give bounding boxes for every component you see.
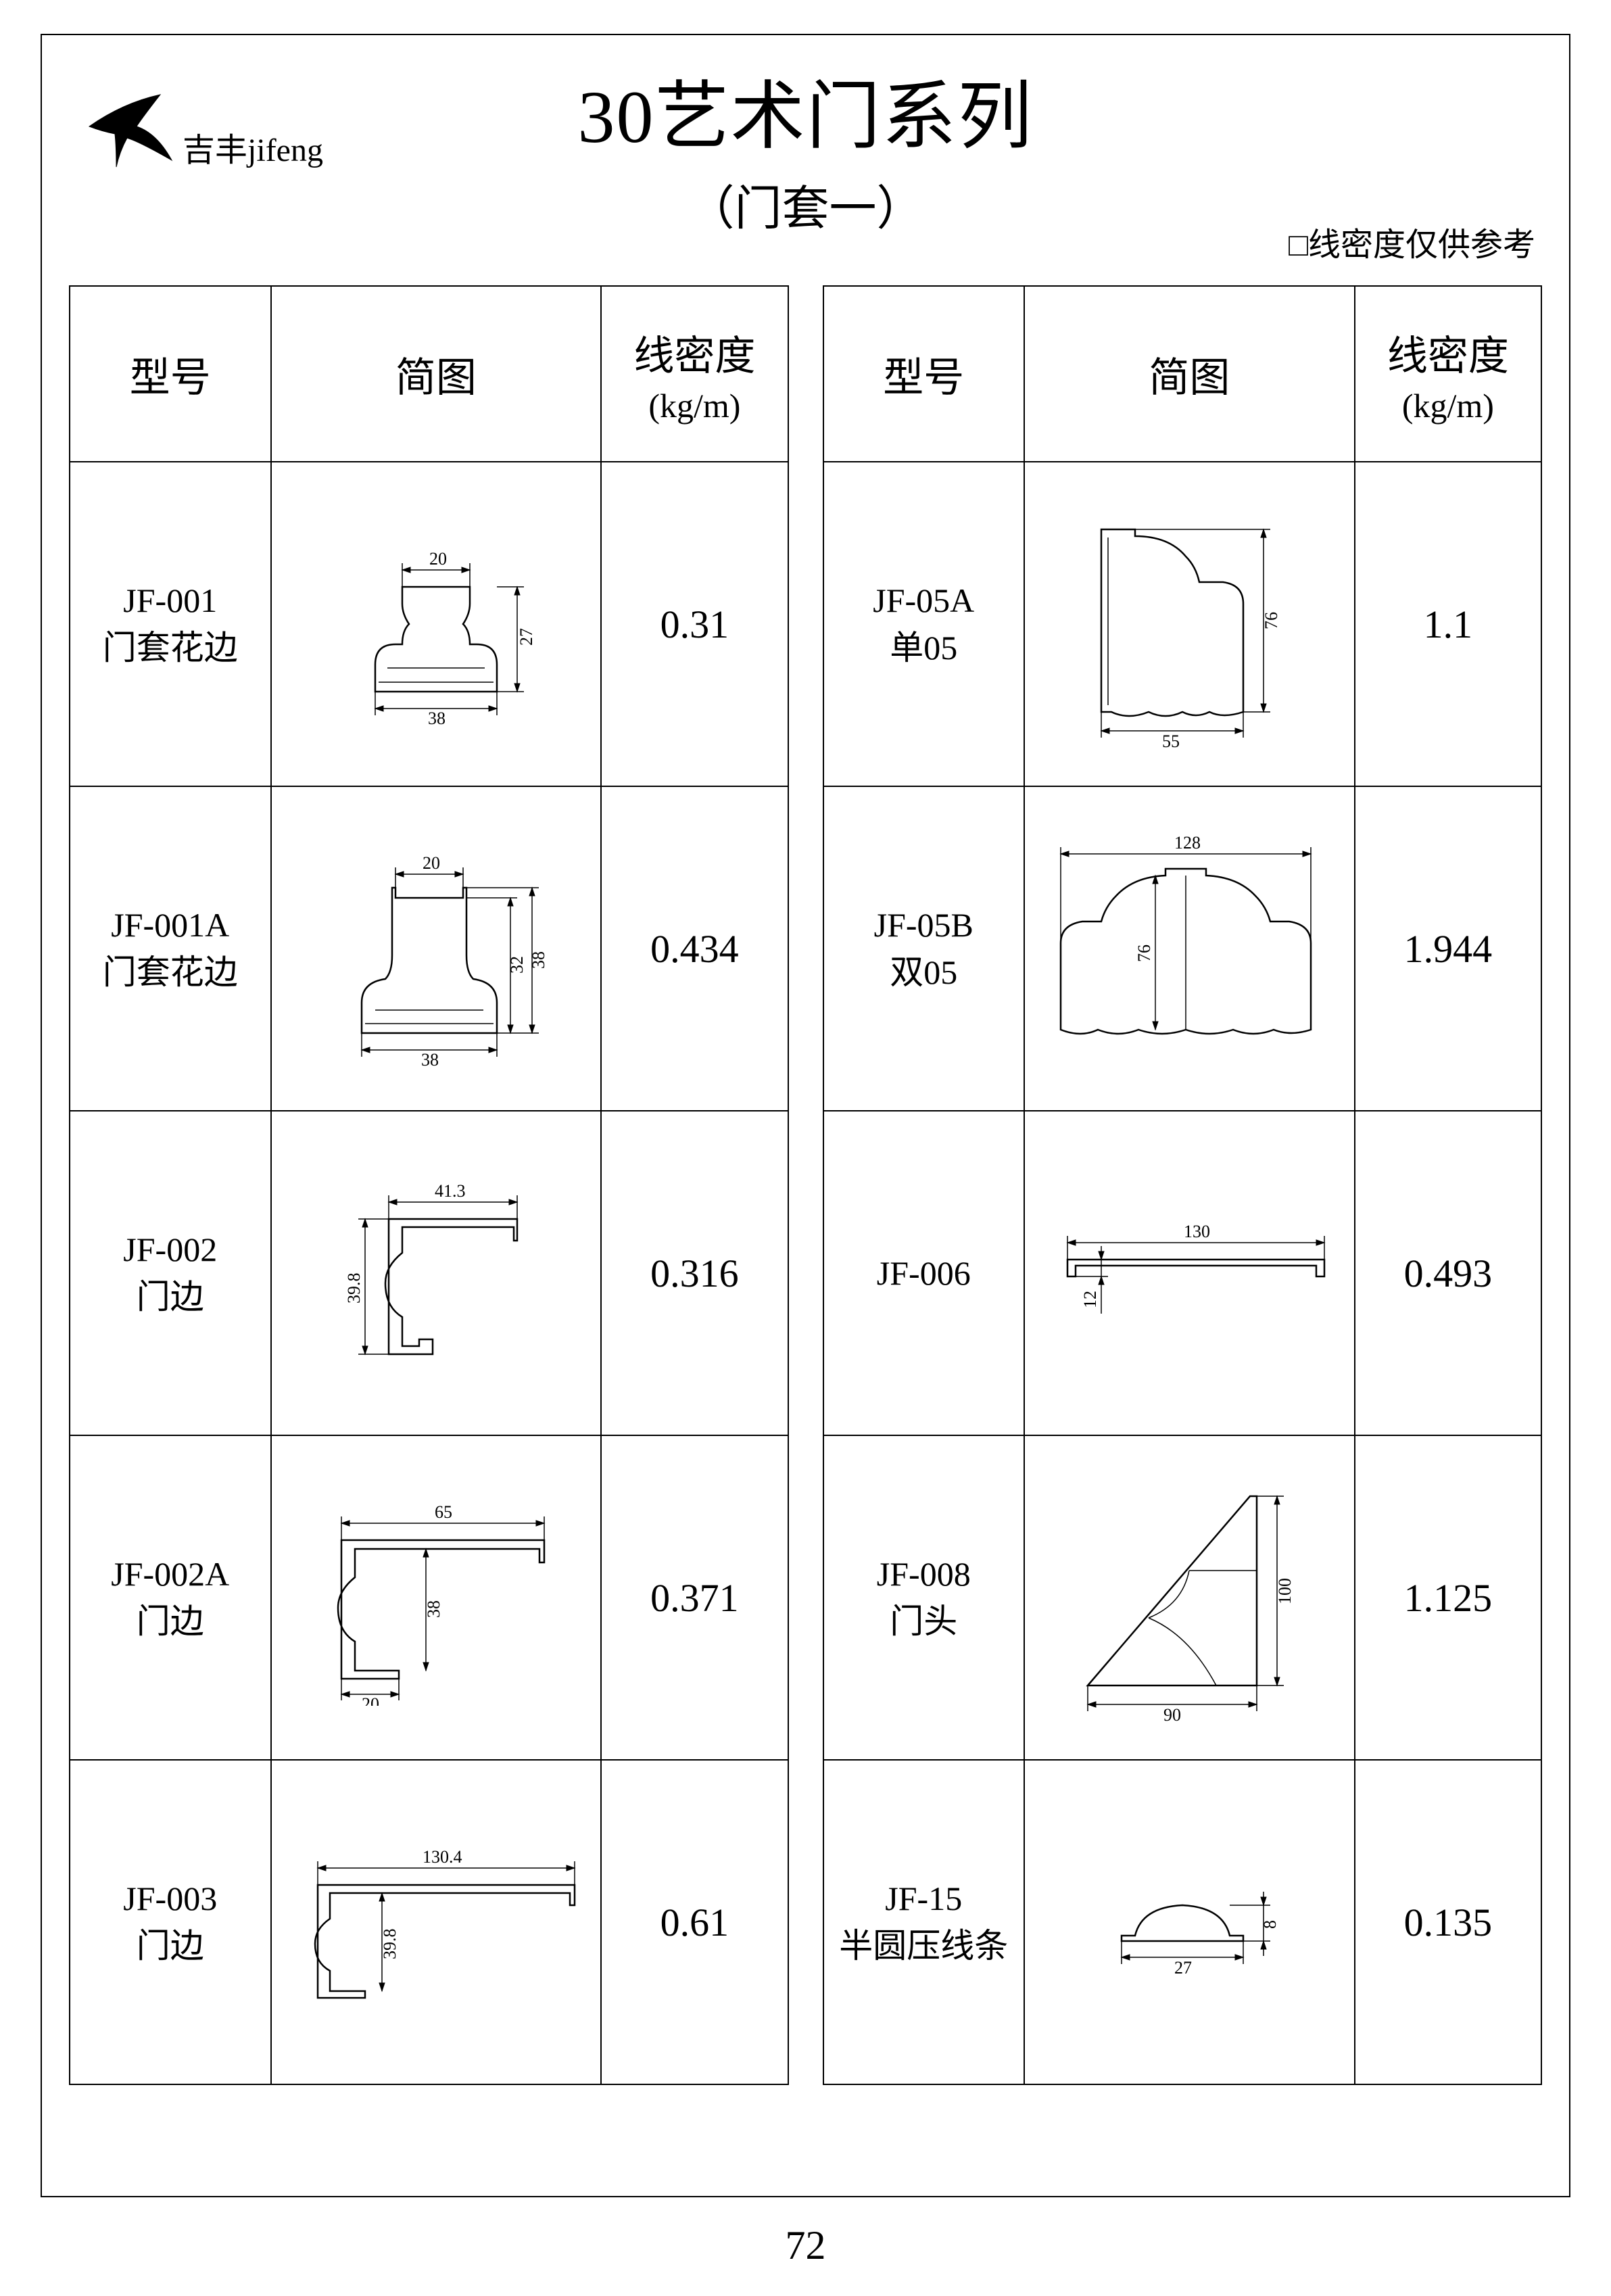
model-cell: JF-002门边 bbox=[70, 1111, 271, 1435]
svg-text:41.3: 41.3 bbox=[435, 1181, 466, 1201]
table-row: JF-15半圆压线条 27 8 bbox=[823, 1760, 1542, 2084]
profiles-table-right: 型号 简图 线密度(kg/m) JF-05A单05 55 bbox=[823, 285, 1543, 2085]
svg-text:130: 130 bbox=[1184, 1222, 1210, 1241]
page-number: 72 bbox=[0, 2222, 1611, 2269]
header-diagram: 简图 bbox=[271, 286, 602, 462]
density-cell: 0.61 bbox=[601, 1760, 788, 2084]
model-cell: JF-003门边 bbox=[70, 1760, 271, 2084]
density-cell: 1.944 bbox=[1355, 786, 1541, 1111]
density-cell: 0.31 bbox=[601, 462, 788, 786]
model-cell: JF-05B双05 bbox=[823, 786, 1025, 1111]
header-model: 型号 bbox=[70, 286, 271, 462]
model-cell: JF-001A门套花边 bbox=[70, 786, 271, 1111]
svg-text:76: 76 bbox=[1134, 944, 1154, 962]
density-note: □线密度仅供参考 bbox=[1289, 218, 1535, 265]
svg-text:32: 32 bbox=[507, 956, 527, 974]
table-header-row: 型号 简图 线密度(kg/m) bbox=[70, 286, 788, 462]
density-cell: 1.125 bbox=[1355, 1435, 1541, 1760]
svg-text:128: 128 bbox=[1174, 834, 1201, 853]
svg-text:38: 38 bbox=[428, 709, 446, 725]
table-row: JF-002门边 41.3 39.8 bbox=[70, 1111, 788, 1435]
diagram-cell: 20 38 27 bbox=[271, 462, 602, 786]
header-density: 线密度(kg/m) bbox=[601, 286, 788, 462]
diagram-cell: 20 38 32 38 bbox=[271, 786, 602, 1111]
svg-text:65: 65 bbox=[435, 1502, 452, 1522]
diagram-cell: 90 100 bbox=[1024, 1435, 1355, 1760]
page-header: 吉丰jifeng 30艺术门系列 （门套一） □线密度仅供参考 bbox=[69, 55, 1542, 258]
model-cell: JF-002A门边 bbox=[70, 1435, 271, 1760]
svg-text:27: 27 bbox=[516, 628, 536, 646]
density-cell: 0.493 bbox=[1355, 1111, 1541, 1435]
svg-text:39.8: 39.8 bbox=[380, 1929, 400, 1960]
table-row: JF-05A单05 55 76 bbox=[823, 462, 1542, 786]
model-cell: JF-001门套花边 bbox=[70, 462, 271, 786]
page-frame: 吉丰jifeng 30艺术门系列 （门套一） □线密度仅供参考 型号 简图 线密… bbox=[41, 34, 1570, 2197]
svg-text:20: 20 bbox=[362, 1694, 379, 1706]
tables-container: 型号 简图 线密度(kg/m) JF-001门套花边 bbox=[69, 285, 1542, 2085]
header-diagram: 简图 bbox=[1024, 286, 1355, 462]
diagram-cell: 130 12 bbox=[1024, 1111, 1355, 1435]
header-model: 型号 bbox=[823, 286, 1025, 462]
model-cell: JF-006 bbox=[823, 1111, 1025, 1435]
svg-text:8: 8 bbox=[1260, 1920, 1280, 1929]
diagram-cell: 55 76 bbox=[1024, 462, 1355, 786]
table-row: JF-003门边 130.4 39.8 0.61 bbox=[70, 1760, 788, 2084]
svg-text:38: 38 bbox=[529, 951, 548, 969]
diagram-cell: 130.4 39.8 bbox=[271, 1760, 602, 2084]
model-cell: JF-008门头 bbox=[823, 1435, 1025, 1760]
svg-text:76: 76 bbox=[1261, 612, 1281, 629]
svg-text:12: 12 bbox=[1080, 1291, 1100, 1308]
diagram-cell: 41.3 39.8 bbox=[271, 1111, 602, 1435]
svg-text:55: 55 bbox=[1162, 732, 1180, 751]
density-cell: 0.316 bbox=[601, 1111, 788, 1435]
diagram-cell: 27 8 bbox=[1024, 1760, 1355, 2084]
svg-text:130.4: 130.4 bbox=[423, 1847, 462, 1867]
diagram-cell: 65 38 20 bbox=[271, 1435, 602, 1760]
svg-text:20: 20 bbox=[429, 549, 447, 569]
table-row: JF-001A门套花边 20 bbox=[70, 786, 788, 1111]
table-row: JF-002A门边 65 38 bbox=[70, 1435, 788, 1760]
table-header-row: 型号 简图 线密度(kg/m) bbox=[823, 286, 1542, 462]
table-row: JF-008门头 90 100 bbox=[823, 1435, 1542, 1760]
header-density: 线密度(kg/m) bbox=[1355, 286, 1541, 462]
density-cell: 0.135 bbox=[1355, 1760, 1541, 2084]
svg-text:100: 100 bbox=[1275, 1578, 1295, 1604]
logo-block: 吉丰jifeng bbox=[82, 89, 323, 170]
model-cell: JF-15半圆压线条 bbox=[823, 1760, 1025, 2084]
density-cell: 0.371 bbox=[601, 1435, 788, 1760]
bird-logo-icon bbox=[82, 89, 177, 170]
density-cell: 0.434 bbox=[601, 786, 788, 1111]
svg-text:39.8: 39.8 bbox=[344, 1273, 364, 1304]
svg-text:38: 38 bbox=[421, 1050, 439, 1067]
svg-text:38: 38 bbox=[424, 1600, 443, 1618]
model-cell: JF-05A单05 bbox=[823, 462, 1025, 786]
table-row: JF-05B双05 128 76 bbox=[823, 786, 1542, 1111]
density-cell: 1.1 bbox=[1355, 462, 1541, 786]
svg-text:20: 20 bbox=[423, 853, 440, 873]
diagram-cell: 128 76 bbox=[1024, 786, 1355, 1111]
table-row: JF-006 130 12 bbox=[823, 1111, 1542, 1435]
logo-text: 吉丰jifeng bbox=[183, 123, 323, 170]
svg-text:27: 27 bbox=[1174, 1958, 1192, 1978]
svg-text:90: 90 bbox=[1163, 1705, 1181, 1725]
profiles-table-left: 型号 简图 线密度(kg/m) JF-001门套花边 bbox=[69, 285, 789, 2085]
table-row: JF-001门套花边 20 bbox=[70, 462, 788, 786]
